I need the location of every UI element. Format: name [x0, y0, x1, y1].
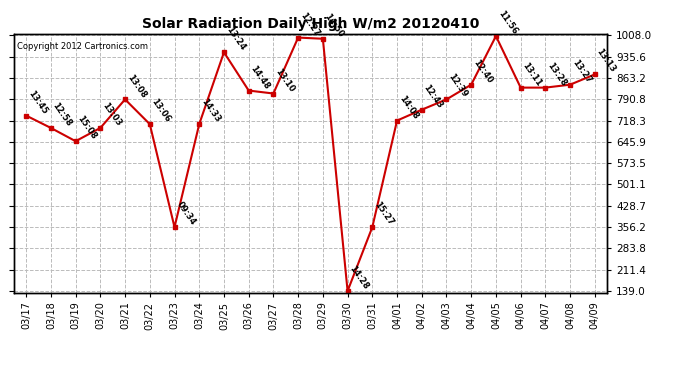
Text: 14:08: 14:08 — [397, 94, 420, 121]
Text: 15:08: 15:08 — [76, 114, 98, 141]
Text: 11:56: 11:56 — [496, 9, 519, 36]
Text: 14:28: 14:28 — [348, 264, 371, 291]
Text: 12:58: 12:58 — [51, 101, 74, 128]
Text: 14:33: 14:33 — [199, 97, 222, 124]
Text: 14:50: 14:50 — [323, 12, 346, 39]
Text: Copyright 2012 Cartronics.com: Copyright 2012 Cartronics.com — [17, 42, 148, 51]
Text: 12:39: 12:39 — [446, 72, 469, 99]
Title: Solar Radiation Daily High W/m2 20120410: Solar Radiation Daily High W/m2 20120410 — [142, 17, 479, 31]
Text: 13:28: 13:28 — [545, 61, 568, 88]
Text: 13:10: 13:10 — [273, 66, 296, 93]
Text: 13:45: 13:45 — [26, 88, 49, 116]
Text: 13:08: 13:08 — [125, 72, 148, 99]
Text: 13:13: 13:13 — [595, 47, 618, 74]
Text: 12:40: 12:40 — [471, 58, 494, 85]
Text: 13:24: 13:24 — [224, 25, 247, 52]
Text: 13:06: 13:06 — [150, 97, 172, 124]
Text: 13:03: 13:03 — [100, 101, 123, 128]
Text: 13:27: 13:27 — [570, 58, 593, 85]
Text: 09:34: 09:34 — [175, 200, 197, 227]
Text: 15:27: 15:27 — [373, 200, 395, 227]
Text: 14:48: 14:48 — [248, 63, 271, 91]
Text: 12:27: 12:27 — [298, 10, 321, 38]
Text: 12:43: 12:43 — [422, 82, 444, 110]
Text: 13:11: 13:11 — [521, 60, 544, 88]
